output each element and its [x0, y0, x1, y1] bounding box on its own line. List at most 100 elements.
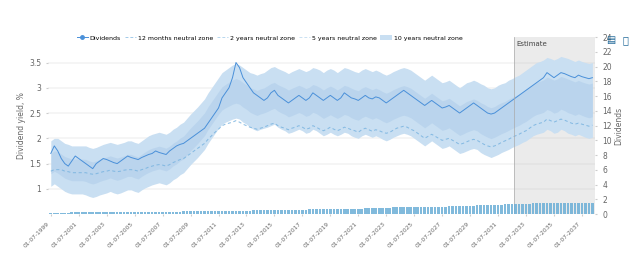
- Bar: [182, 211, 185, 214]
- Bar: [451, 206, 454, 214]
- Bar: [441, 207, 444, 214]
- Bar: [123, 212, 125, 214]
- Bar: [406, 207, 408, 214]
- Bar: [262, 210, 265, 214]
- Bar: [249, 211, 252, 214]
- Bar: [353, 209, 356, 214]
- Bar: [74, 213, 77, 214]
- Bar: [200, 211, 202, 214]
- Bar: [410, 207, 412, 214]
- Bar: [193, 211, 195, 214]
- Bar: [255, 210, 259, 214]
- Bar: [374, 208, 377, 214]
- Bar: [577, 203, 580, 214]
- Bar: [479, 205, 482, 214]
- Bar: [308, 209, 310, 214]
- Bar: [343, 209, 346, 214]
- Bar: [413, 207, 415, 214]
- Bar: [116, 212, 118, 214]
- Bar: [113, 212, 115, 214]
- Bar: [329, 209, 332, 214]
- Bar: [238, 211, 241, 214]
- Bar: [500, 205, 503, 214]
- Bar: [539, 203, 541, 214]
- Bar: [210, 211, 213, 214]
- Bar: [514, 204, 517, 214]
- Bar: [497, 205, 499, 214]
- Bar: [476, 205, 479, 214]
- Bar: [133, 212, 136, 214]
- Bar: [49, 213, 52, 214]
- Bar: [273, 210, 276, 214]
- Bar: [280, 210, 283, 214]
- Bar: [511, 204, 513, 214]
- Bar: [67, 213, 70, 214]
- Bar: [224, 211, 227, 214]
- Bar: [396, 207, 398, 214]
- Bar: [175, 212, 178, 214]
- Bar: [566, 203, 569, 214]
- Bar: [468, 206, 472, 214]
- Bar: [493, 205, 496, 214]
- Bar: [140, 212, 143, 214]
- Y-axis label: Dividends: Dividends: [614, 107, 623, 145]
- Bar: [217, 211, 220, 214]
- Bar: [580, 203, 583, 214]
- Bar: [378, 208, 381, 214]
- Bar: [109, 212, 111, 214]
- Bar: [179, 212, 181, 214]
- Bar: [339, 209, 342, 214]
- Bar: [235, 211, 237, 214]
- Bar: [388, 208, 391, 214]
- Bar: [70, 213, 73, 214]
- Bar: [514, 37, 598, 214]
- Bar: [154, 212, 157, 214]
- Bar: [424, 207, 426, 214]
- Bar: [486, 205, 489, 214]
- Bar: [158, 212, 161, 214]
- Legend: Dividends, 12 months neutral zone, 2 years neutral zone, 5 years neutral zone, 1: Dividends, 12 months neutral zone, 2 yea…: [76, 34, 463, 42]
- Bar: [126, 212, 129, 214]
- Bar: [465, 206, 468, 214]
- Bar: [137, 212, 140, 214]
- Bar: [584, 203, 587, 214]
- Bar: [164, 212, 168, 214]
- Bar: [252, 210, 255, 214]
- Bar: [144, 212, 147, 214]
- Bar: [266, 210, 269, 214]
- Text: Estimate: Estimate: [516, 41, 547, 47]
- Bar: [573, 203, 576, 214]
- Bar: [521, 204, 524, 214]
- Bar: [269, 210, 272, 214]
- Bar: [228, 211, 230, 214]
- Bar: [546, 203, 548, 214]
- Bar: [221, 211, 223, 214]
- Bar: [542, 203, 545, 214]
- Bar: [305, 210, 307, 214]
- Bar: [528, 204, 531, 214]
- Bar: [556, 203, 559, 214]
- Bar: [553, 203, 556, 214]
- Bar: [490, 205, 492, 214]
- Bar: [284, 210, 286, 214]
- Bar: [99, 212, 101, 214]
- Bar: [56, 213, 59, 214]
- Bar: [276, 210, 279, 214]
- Bar: [563, 203, 566, 214]
- Bar: [504, 204, 506, 214]
- Bar: [333, 209, 335, 214]
- Bar: [214, 211, 216, 214]
- Bar: [204, 211, 206, 214]
- Bar: [53, 213, 56, 214]
- Bar: [532, 203, 534, 214]
- Bar: [77, 213, 80, 214]
- Bar: [326, 209, 328, 214]
- Bar: [60, 213, 63, 214]
- Bar: [430, 207, 433, 214]
- Bar: [322, 209, 324, 214]
- Bar: [535, 203, 538, 214]
- Bar: [319, 209, 321, 214]
- Bar: [186, 211, 188, 214]
- Bar: [147, 212, 150, 214]
- Bar: [403, 207, 405, 214]
